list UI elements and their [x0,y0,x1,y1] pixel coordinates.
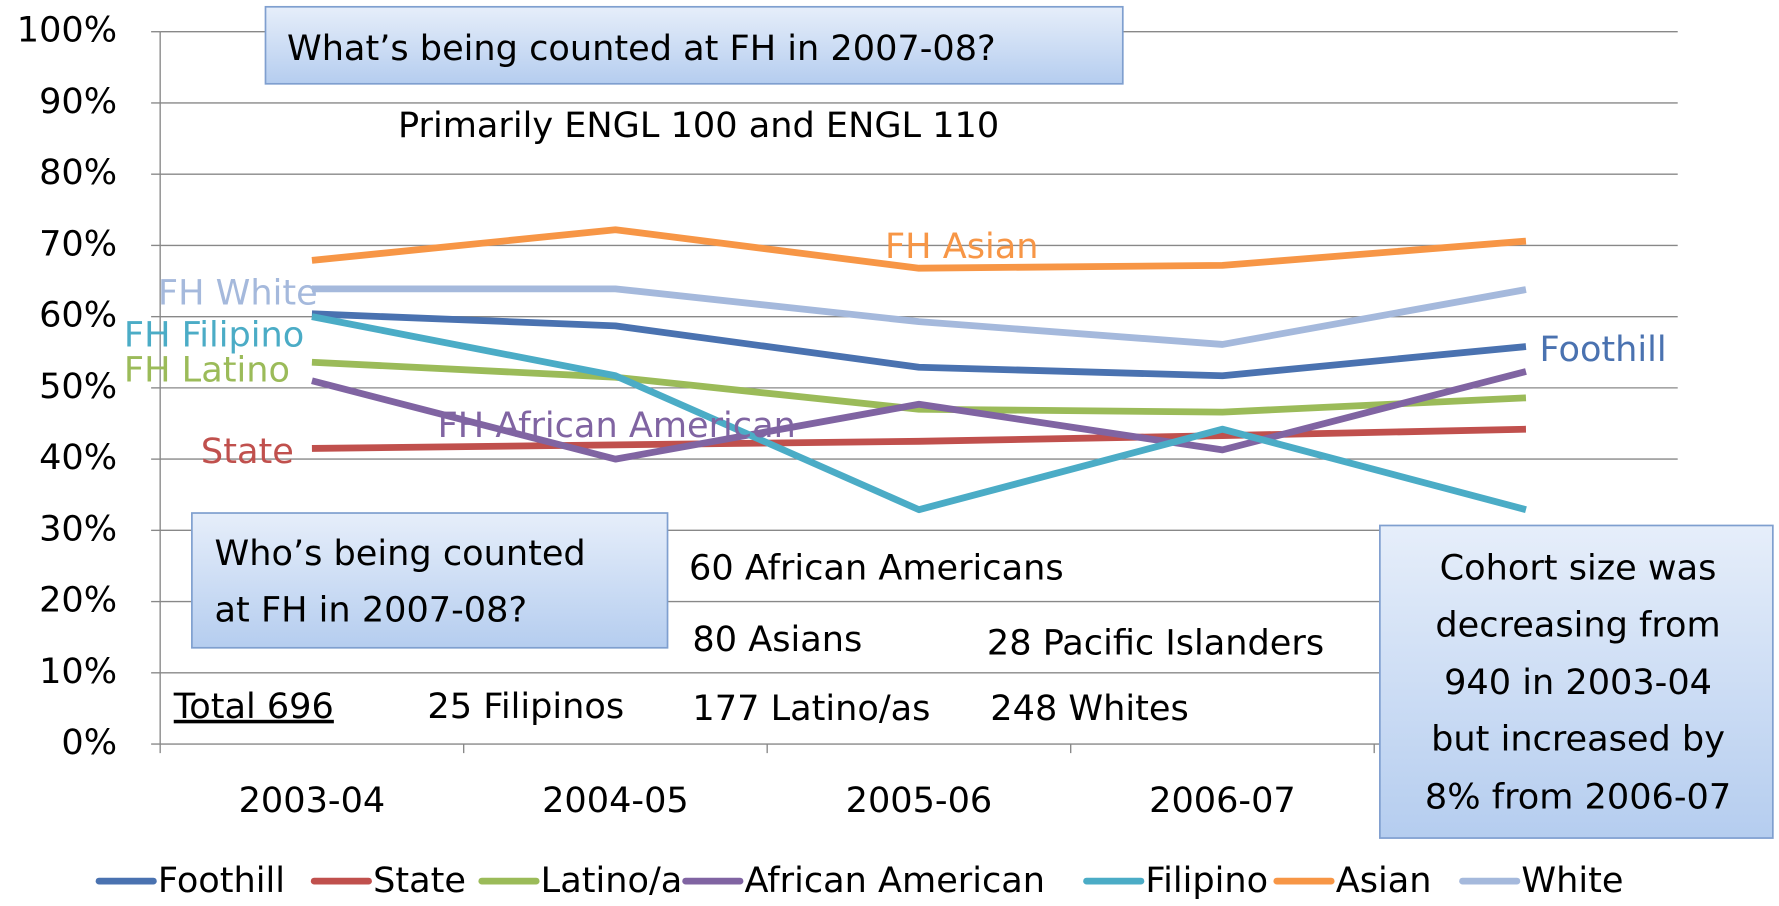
y-tick-label: 40% [39,437,117,478]
series-label: FH Asian [885,226,1039,267]
y-tick-label: 50% [39,366,117,407]
annotation-text: Cohort size was [1440,548,1717,589]
annotation-text: 248 Whites [990,688,1188,729]
annotation-text: What’s being counted at FH in 2007-08? [287,28,996,69]
y-tick-label: 90% [39,81,117,122]
series-line [311,425,1527,452]
series-line [311,226,1527,272]
series-line [311,285,1527,348]
annotation-text: Who’s being counted [215,533,586,574]
annotation-text: but increased by [1431,719,1725,760]
series-line [311,310,1527,380]
series-line [311,368,1527,463]
annotation-box [1379,524,1774,839]
legend-label: Latino/a [541,860,683,901]
legend-label: Asian [1336,860,1432,901]
annotation-text: 80 Asians [692,619,862,660]
series-label: FH Filipino [124,314,304,355]
y-tick-label: 20% [39,580,117,621]
series-label: FH African American [438,405,796,446]
y-tick-label: 30% [39,508,117,549]
series-line [311,358,1527,416]
annotation-box [191,512,669,649]
legend-label: White [1521,860,1623,901]
legend-label: African American [745,860,1046,901]
annotation-text: 25 Filipinos [427,686,624,727]
y-tick-label: 100% [17,10,117,51]
legend-label: Filipino [1145,860,1268,901]
x-tick-label: 2005-06 [846,780,993,821]
annotation-text: 177 Latino/as [692,688,930,729]
annotation-box [264,5,1124,85]
x-tick-label: 2003-04 [239,780,386,821]
series-label: FH White [158,272,318,313]
annotation-text: 940 in 2003-04 [1444,662,1712,703]
series-label: State [201,431,294,472]
legend-label: State [373,860,466,901]
y-tick-label: 0% [61,722,117,763]
x-tick-label: 2004-05 [542,780,689,821]
annotation-text: 8% from 2006-07 [1425,776,1731,817]
series-label: FH Latino [124,349,290,390]
y-tick-label: 10% [39,651,117,692]
legend-label: Foothill [158,860,285,901]
annotation-text: 28 Pacific Islanders [987,622,1324,663]
y-tick-label: 60% [39,295,117,336]
y-tick-label: 80% [39,152,117,193]
series-label: Foothill [1540,329,1667,370]
series-line [311,313,1527,514]
annotation-text: 60 African Americans [689,548,1064,589]
annotation-text: Primarily ENGL 100 and ENGL 110 [398,105,999,146]
annotation-text: Total 696 [173,686,334,727]
annotation-text: at FH in 2007-08? [215,590,528,631]
x-tick-label: 2006-07 [1149,780,1296,821]
y-tick-label: 70% [39,223,117,264]
annotation-text: decreasing from [1435,604,1720,645]
